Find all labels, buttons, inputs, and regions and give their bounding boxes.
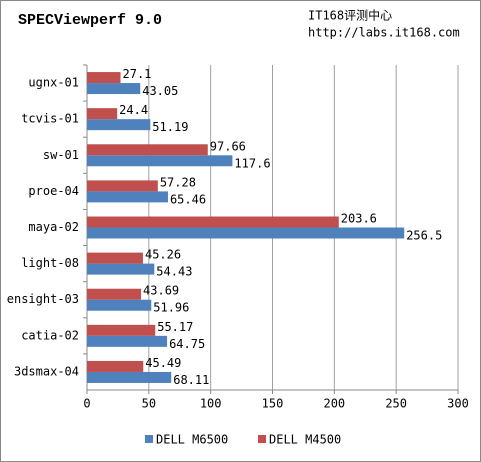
data-label: 65.46 [170, 192, 206, 206]
data-label: 45.26 [145, 248, 181, 262]
x-tick-label: 200 [323, 397, 345, 411]
data-label: 256.5 [406, 229, 442, 243]
bar [87, 263, 155, 275]
y-tick-label: catia-02 [21, 328, 79, 342]
data-label: 97.66 [210, 139, 246, 153]
bar [87, 108, 118, 120]
y-tick-label: ensight-03 [7, 292, 79, 306]
legend-label: DELL M4500 [269, 433, 341, 447]
bar [87, 180, 158, 192]
data-label: 55.17 [157, 320, 193, 334]
bar [87, 119, 151, 131]
data-label: 24.4 [119, 103, 148, 117]
data-label: 57.28 [160, 175, 196, 189]
legend-swatch [258, 435, 266, 443]
bar [87, 360, 144, 372]
bar [87, 144, 208, 156]
data-label: 203.6 [341, 212, 377, 226]
data-label: 54.43 [156, 265, 192, 279]
y-tick-label: tcvis-01 [21, 112, 79, 126]
annotation: IT168评测中心 [308, 8, 392, 23]
bar [87, 324, 156, 336]
bar [87, 227, 405, 239]
bar [87, 83, 141, 95]
y-tick-label: sw-01 [43, 148, 79, 162]
y-tick-label: proe-04 [28, 184, 79, 198]
bar [87, 155, 233, 167]
x-tick-label: 50 [142, 397, 156, 411]
data-label: 43.05 [142, 84, 178, 98]
x-tick-label: 0 [83, 397, 90, 411]
data-label: 64.75 [169, 337, 205, 351]
data-label: 27.1 [123, 67, 152, 81]
chart-title: SPECViewperf 9.0 [18, 12, 162, 29]
data-label: 45.49 [145, 356, 181, 370]
data-label: 43.69 [143, 284, 179, 298]
bar [87, 252, 143, 264]
bar [87, 191, 168, 203]
data-label: 117.6 [234, 156, 270, 170]
y-tick-label: light-08 [21, 256, 79, 270]
y-tick-label: maya-02 [28, 220, 79, 234]
bar [87, 335, 168, 347]
legend-label: DELL M6500 [156, 433, 228, 447]
x-tick-label: 150 [262, 397, 284, 411]
x-tick-label: 250 [385, 397, 407, 411]
x-tick-label: 300 [447, 397, 469, 411]
bar [87, 216, 339, 228]
bar [87, 72, 121, 84]
data-label: 68.11 [173, 373, 209, 387]
y-tick-label: ugnx-01 [28, 76, 79, 90]
x-tick-label: 100 [200, 397, 222, 411]
y-tick-label: 3dsmax-04 [14, 364, 79, 378]
bar [87, 299, 152, 311]
data-label: 51.19 [152, 120, 188, 134]
annotation: http://labs.it168.com [308, 26, 460, 40]
data-label: 51.96 [153, 301, 189, 315]
legend-swatch [145, 435, 153, 443]
bar [87, 288, 142, 300]
bar [87, 371, 172, 383]
